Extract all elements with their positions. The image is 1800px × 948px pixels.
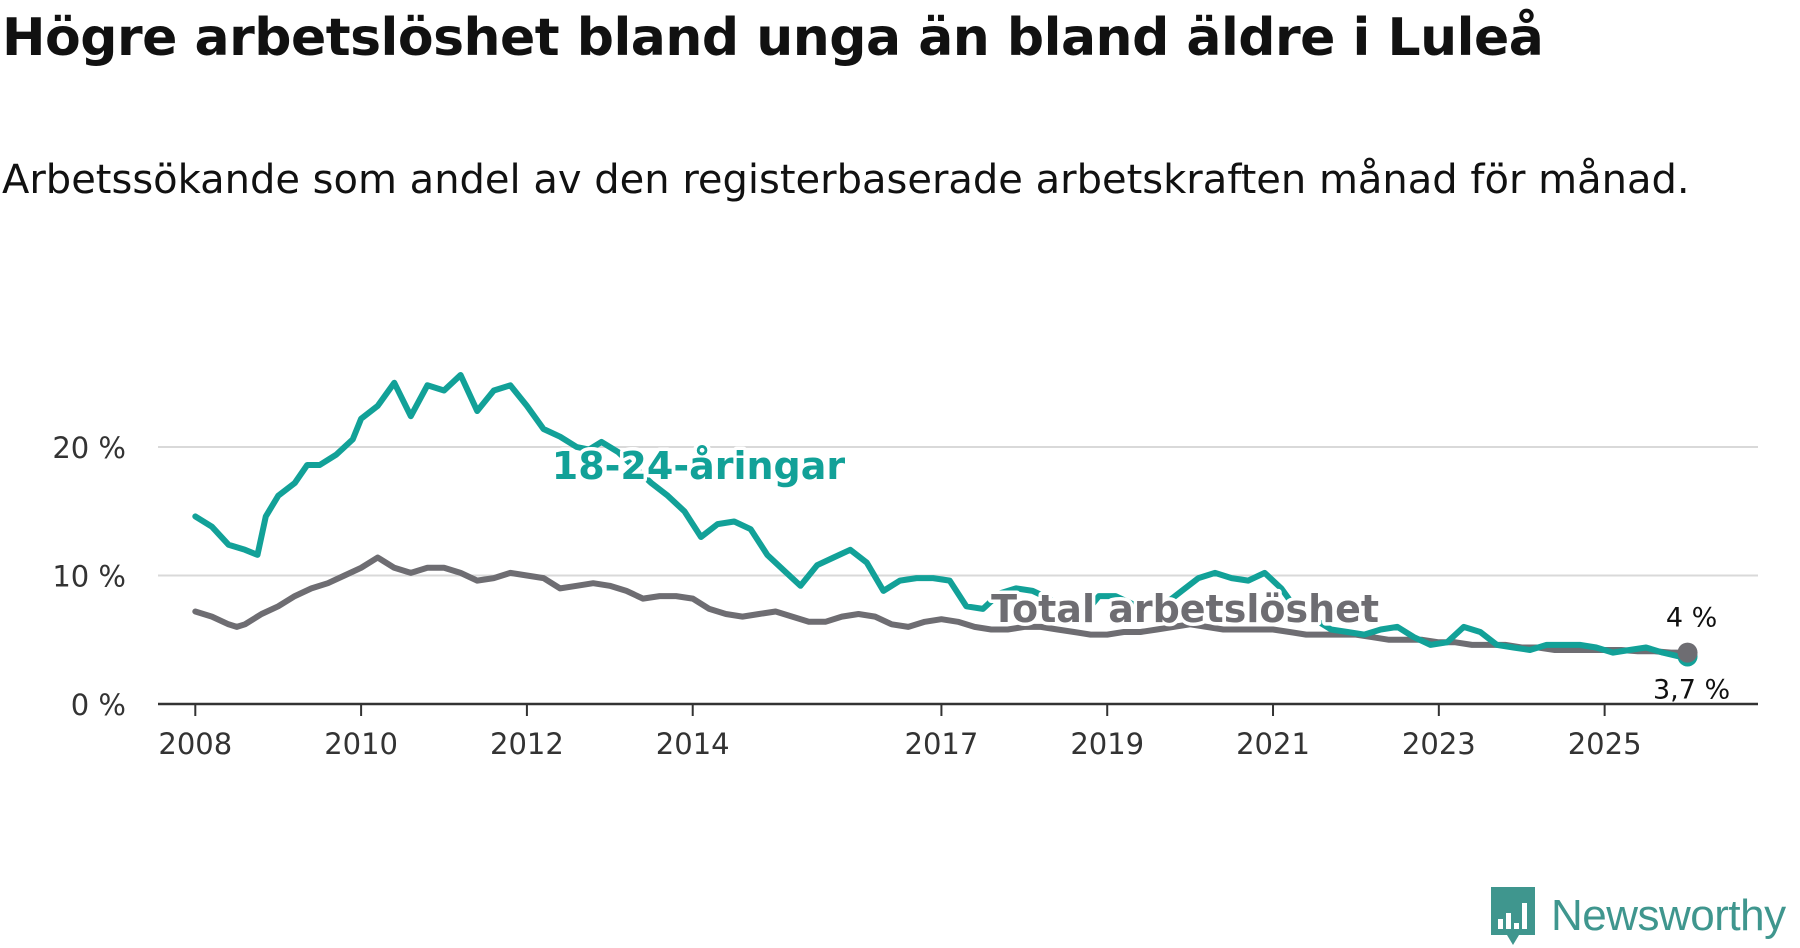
- x-tick-label: 2019: [1070, 727, 1144, 761]
- x-tick-label: 2023: [1402, 727, 1476, 761]
- x-tick-label: 2010: [324, 727, 398, 761]
- y-tick-label: 0 %: [71, 688, 126, 722]
- axes: 0 % 10 % 20 % 2008 2010 2012 2014 2017 2019 2021 2…: [52, 431, 1758, 761]
- total-series-label: Total arbetslöshet: [991, 587, 1379, 631]
- series-lines: [192, 372, 1698, 667]
- newsworthy-brand[interactable]: Newsworthy: [1489, 885, 1786, 947]
- y-tick-label: 10 %: [52, 560, 126, 594]
- total-end-point: [1677, 642, 1698, 663]
- x-tick-label: 2012: [490, 727, 564, 761]
- total-series-line: [192, 554, 1691, 656]
- chart-subtitle: Arbetssökande som andel av den registerb…: [2, 157, 1690, 203]
- series-labels: 18-24-åringar Total arbetslöshet 4 % 3,7 %: [548, 441, 1730, 706]
- brand-name: Newsworthy: [1551, 891, 1786, 940]
- youth-end-label: 3,7 %: [1653, 674, 1730, 705]
- x-tick-label: 2021: [1236, 727, 1310, 761]
- x-tick-label: 2014: [656, 727, 730, 761]
- chart-title: Högre arbetslöshet bland unga än bland ä…: [2, 8, 1544, 68]
- x-tick-label: 2017: [905, 727, 979, 761]
- x-tick-label: 2008: [158, 727, 232, 761]
- newsworthy-logo-icon: [1491, 887, 1535, 945]
- total-end-label: 4 %: [1666, 603, 1717, 634]
- x-tick-label: 2025: [1568, 727, 1642, 761]
- youth-series-line: [192, 372, 1691, 660]
- y-tick-label: 20 %: [52, 431, 126, 465]
- grid-lines: [158, 446, 1758, 577]
- youth-series-label: 18-24-åringar: [552, 444, 846, 488]
